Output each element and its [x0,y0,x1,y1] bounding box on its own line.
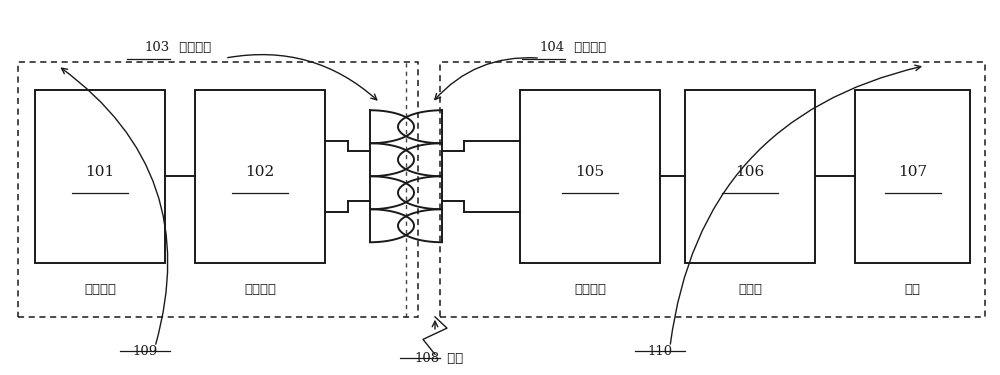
Text: 105: 105 [575,165,605,180]
Bar [195,90,325,262]
Text: 气隙: 气隙 [443,352,463,366]
Text: 补偿网络: 补偿网络 [244,283,276,296]
Text: 103: 103 [145,41,170,54]
Bar [35,90,165,262]
Text: 负载: 负载 [904,283,920,296]
Text: 110: 110 [647,345,673,358]
Bar [440,62,985,317]
Text: 104: 104 [540,41,565,54]
Bar [520,90,660,262]
Text: 106: 106 [735,165,765,180]
Bar [18,62,418,317]
Text: 整流器: 整流器 [738,283,762,296]
Bar [855,90,970,262]
Text: 108: 108 [415,352,440,366]
Text: 109: 109 [132,345,158,358]
Text: 101: 101 [85,165,115,180]
Text: 发射线圈: 发射线圈 [175,41,211,54]
Text: 102: 102 [245,165,275,180]
Text: 驱动电源: 驱动电源 [84,283,116,296]
Text: 补偿网络: 补偿网络 [574,283,606,296]
Bar [685,90,815,262]
Text: 107: 107 [898,165,927,180]
Text: 接收线圈: 接收线圈 [570,41,606,54]
